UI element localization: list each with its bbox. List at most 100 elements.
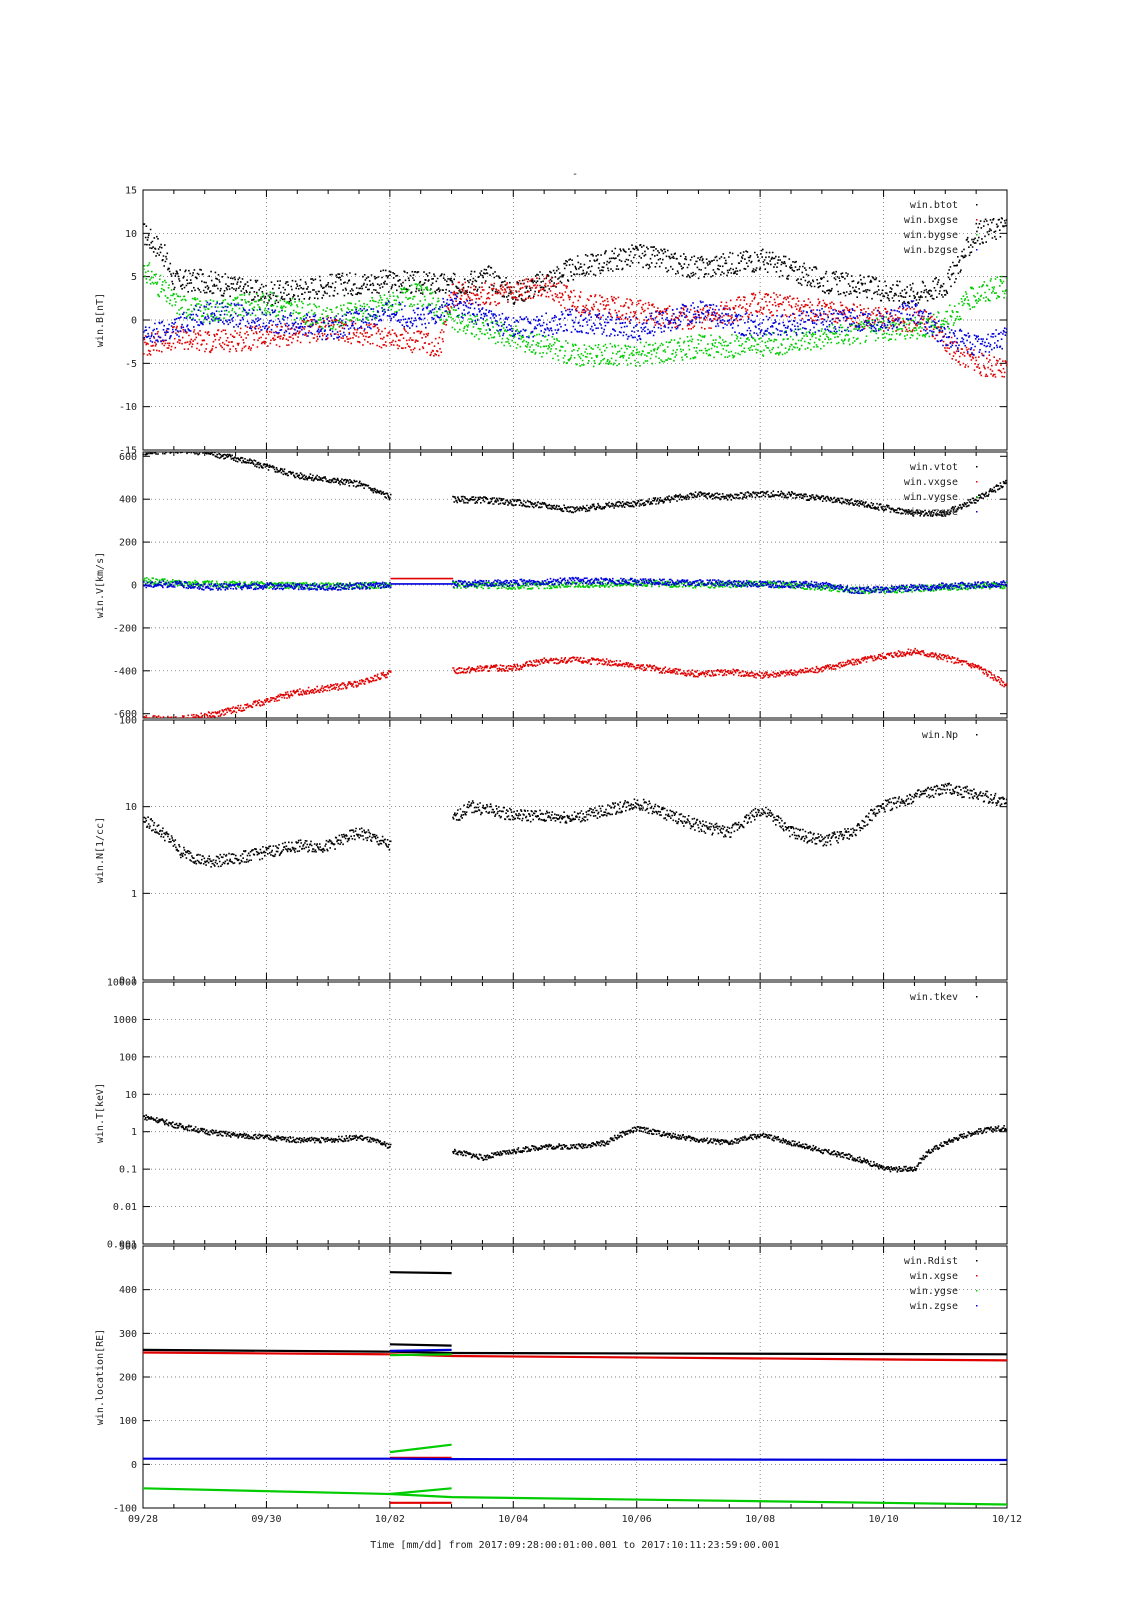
legend-label: win.tkev <box>910 992 958 1003</box>
y-tick-label: 0.1 <box>119 976 137 987</box>
series-points <box>143 262 1007 368</box>
legend-label: win.bxgse <box>904 215 958 226</box>
y-tick-label: -400 <box>113 666 137 677</box>
panel-frame <box>142 981 1008 1245</box>
y-tick-label: 0.01 <box>113 1202 137 1213</box>
series-win-bzgse <box>143 291 1007 357</box>
legend-label: win.zgse <box>910 1301 958 1312</box>
series-win-vzgse <box>143 576 1007 594</box>
series-line <box>143 1348 1007 1356</box>
series-points <box>143 577 1007 718</box>
legend-marker <box>976 1305 978 1307</box>
series-win-bygse <box>143 262 1007 368</box>
time-axis: 09/28 09/30 10/02 10/04 10/06 10/08 10/10 10/12 <box>128 1514 1022 1525</box>
y-tick-label: -15 <box>119 446 137 457</box>
series-win-vtot <box>143 452 1007 517</box>
series-points <box>143 1114 1007 1173</box>
plot-area <box>143 1271 1007 1506</box>
series-line <box>143 1487 1007 1506</box>
legend-marker <box>976 1275 978 1277</box>
y-axis-label: win.T[keV] <box>95 1083 106 1143</box>
x-tick-label: 10/08 <box>745 1514 775 1525</box>
x-tick-label: 10/04 <box>498 1514 528 1525</box>
series-line <box>389 1271 452 1275</box>
panel-5: -100 0 100 200 300 400 500 win.location[RE] win.… <box>95 1242 1008 1515</box>
series-points <box>143 576 1007 594</box>
series-win-btot <box>143 217 1007 306</box>
y-tick-label: 400 <box>119 1285 137 1296</box>
panel-2: -600 -400 -200 0 200 400 600 win.V[km/s] win.vto… <box>95 451 1008 720</box>
legend-label: win.btot <box>910 200 958 211</box>
y-axis-label: win.N[1/cc] <box>95 817 106 883</box>
y-axis-label: win.B[nT] <box>95 293 106 347</box>
legend-marker <box>976 496 978 498</box>
y-tick-label: 10 <box>125 229 137 240</box>
y-tick-label: 200 <box>119 538 137 549</box>
series-points <box>143 452 1007 517</box>
series-line <box>389 1348 452 1352</box>
legend-marker <box>976 481 978 483</box>
series-win-xgse <box>143 1351 1007 1504</box>
legend-marker <box>976 466 978 468</box>
series-win-vxgse <box>143 577 1007 718</box>
series-points <box>143 291 1007 357</box>
y-tick-label: 300 <box>119 1329 137 1340</box>
legend-label: win.bzgse <box>904 245 958 256</box>
legend-marker <box>976 1290 978 1292</box>
legend-marker <box>976 734 978 736</box>
y-tick-label: 100 <box>119 1416 137 1427</box>
y-tick-label: 0 <box>131 316 137 327</box>
x-tick-label: 10/02 <box>375 1514 405 1525</box>
legend-label: win.xgse <box>910 1271 958 1282</box>
y-tick-label: -5 <box>125 359 137 370</box>
legend-label: win.vzgse <box>904 507 958 518</box>
y-tick-label: -600 <box>113 709 137 720</box>
series-win-Np <box>143 782 1007 868</box>
series-win-Rdist <box>143 1271 1007 1356</box>
legend-label: win.ygse <box>910 1286 958 1297</box>
y-tick-label: 10 <box>125 802 137 813</box>
y-tick-label: 100 <box>119 1052 137 1063</box>
plot-area <box>143 217 1007 378</box>
legend-marker <box>976 996 978 998</box>
y-tick-label: 0 <box>131 1460 137 1471</box>
panel-1: -15 -10 -5 0 5 10 15 win.B[nT] win.btot win.bxgse… <box>95 186 1008 457</box>
y-tick-label: 200 <box>119 1373 137 1384</box>
series-win-zgse <box>143 1348 1007 1462</box>
plot-area <box>143 782 1007 868</box>
series-line <box>389 1487 452 1496</box>
y-tick-label: -10 <box>119 402 137 413</box>
plot-area <box>143 1114 1007 1173</box>
series-points <box>143 782 1007 868</box>
x-tick-label: 10/10 <box>869 1514 899 1525</box>
legend-marker <box>976 249 978 251</box>
chart-title: - <box>572 169 578 180</box>
legend-marker <box>976 234 978 236</box>
series-line <box>389 1343 452 1347</box>
series-line <box>143 1457 1007 1462</box>
x-tick-label: 10/12 <box>992 1514 1022 1525</box>
y-axis-label: win.V[km/s] <box>95 552 106 618</box>
series-win-ygse <box>143 1353 1007 1506</box>
y-tick-label: 10 <box>125 1090 137 1101</box>
legend-label: win.Rdist <box>904 1256 958 1267</box>
panel-4: 0.001 0.01 0.1 1 10 100 1000 10000 win.T[keV] win… <box>95 978 1008 1251</box>
legend-label: win.vtot <box>910 462 958 473</box>
y-tick-label: 1 <box>131 1127 137 1138</box>
legend-marker <box>976 219 978 221</box>
y-tick-label: 400 <box>119 495 137 506</box>
legend-label: win.vygse <box>904 492 958 503</box>
y-tick-label: 0.1 <box>119 1165 137 1176</box>
x-tick-label: 10/06 <box>622 1514 652 1525</box>
legend-label: win.bygse <box>904 230 958 241</box>
legend-marker <box>976 1260 978 1262</box>
series-line <box>389 1443 452 1454</box>
series-win-tkev <box>143 1114 1007 1173</box>
plot-area <box>143 452 1007 718</box>
y-tick-label: -200 <box>113 623 137 634</box>
y-tick-label: 1000 <box>113 1015 137 1026</box>
x-tick-label: 09/28 <box>128 1514 158 1525</box>
y-tick-label: 600 <box>119 452 137 463</box>
y-tick-label: 500 <box>119 1242 137 1253</box>
time-axis-label: Time [mm/dd] from 2017:09:28:00:01:00.00… <box>370 1540 779 1551</box>
